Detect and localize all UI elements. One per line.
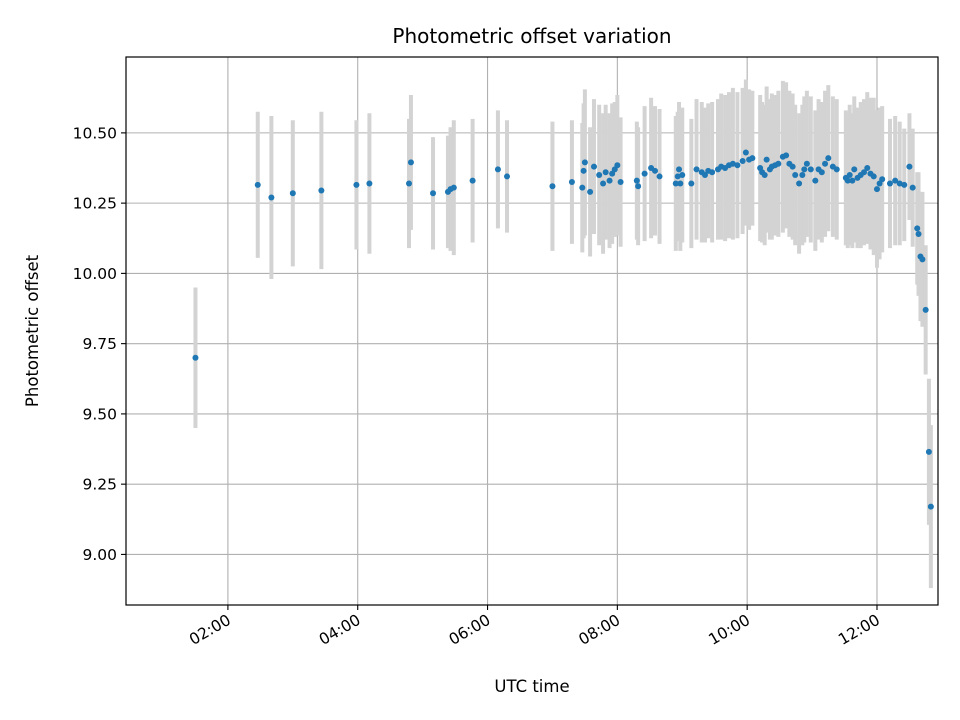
y-tick-label: 9.00	[82, 546, 117, 564]
data-point	[919, 256, 926, 263]
y-axis: 9.00 9.25 9.50 9.75 10.00 10.25 10.50	[73, 124, 126, 564]
data-point	[579, 184, 586, 191]
data-point	[617, 179, 624, 186]
data-point	[864, 165, 871, 172]
data-point	[844, 177, 851, 184]
data-point	[709, 169, 716, 176]
data-point	[801, 166, 808, 173]
data-point	[886, 180, 893, 187]
data-point	[641, 170, 648, 177]
data-point	[734, 162, 741, 169]
data-point	[807, 166, 814, 173]
data-point	[846, 172, 853, 179]
data-point	[927, 503, 934, 510]
data-point	[494, 166, 501, 173]
data-point	[796, 180, 803, 187]
data-point	[596, 172, 603, 179]
data-point	[775, 160, 782, 167]
data-point	[879, 176, 886, 183]
data-point	[405, 180, 412, 187]
data-point	[674, 173, 681, 180]
y-tick-label: 9.25	[82, 476, 117, 494]
data-point	[792, 172, 799, 179]
data-point	[677, 180, 684, 187]
data-point	[676, 166, 683, 173]
data-point	[849, 177, 856, 184]
y-tick-label: 10.25	[73, 195, 117, 213]
data-point	[587, 188, 594, 195]
data-point	[925, 448, 932, 455]
data-point	[672, 180, 679, 187]
data-point	[407, 159, 414, 166]
data-point	[656, 173, 663, 180]
data-point	[870, 173, 877, 180]
data-point	[701, 172, 708, 179]
data-point	[892, 177, 899, 184]
data-point	[652, 167, 659, 174]
data-point	[450, 184, 457, 191]
data-point	[818, 169, 825, 176]
data-point	[851, 166, 858, 173]
data-point	[289, 190, 296, 197]
data-point	[581, 159, 588, 166]
y-tick-label: 10.00	[73, 265, 117, 283]
data-point	[909, 184, 916, 191]
data-point	[861, 169, 868, 176]
data-point	[812, 177, 819, 184]
data-point	[600, 180, 607, 187]
data-point	[469, 177, 476, 184]
data-point	[761, 172, 768, 179]
data-point	[635, 183, 642, 190]
data-point	[590, 163, 597, 170]
data-point	[901, 181, 908, 188]
data-point	[679, 172, 686, 179]
data-point	[633, 177, 640, 184]
data-point	[789, 163, 796, 170]
y-tick-label: 10.50	[73, 124, 117, 142]
chart-title: Photometric offset variation	[392, 24, 671, 48]
data-point	[268, 194, 275, 201]
data-point	[366, 180, 373, 187]
y-tick-label: 9.75	[82, 335, 117, 353]
data-point	[783, 152, 790, 159]
data-point	[896, 180, 903, 187]
data-point	[580, 167, 587, 174]
data-point	[568, 179, 575, 186]
data-point	[430, 190, 437, 197]
data-point	[254, 181, 261, 188]
data-point	[549, 183, 556, 190]
data-point	[693, 166, 700, 173]
plot-frame	[125, 56, 939, 606]
y-axis-title: Photometric offset	[23, 254, 42, 407]
data-point	[614, 162, 621, 169]
data-point	[504, 173, 511, 180]
data-point	[606, 177, 613, 184]
data-point	[192, 354, 199, 361]
data-point	[742, 149, 749, 156]
data-point	[799, 172, 806, 179]
data-point	[749, 155, 756, 162]
data-point	[688, 180, 695, 187]
data-point	[825, 155, 832, 162]
data-point	[803, 160, 810, 167]
data-point	[914, 225, 921, 232]
data-point	[873, 186, 880, 193]
data-point	[822, 160, 829, 167]
data-points	[192, 149, 934, 510]
data-point	[763, 156, 770, 163]
x-axis-title: UTC time	[494, 677, 569, 696]
data-point	[922, 306, 929, 313]
y-tick-label: 9.50	[82, 405, 117, 423]
data-point	[906, 163, 913, 170]
data-point	[353, 181, 360, 188]
data-point	[915, 231, 922, 238]
data-point	[833, 166, 840, 173]
data-point	[602, 169, 609, 176]
data-point	[729, 160, 736, 167]
data-point	[739, 157, 746, 164]
data-point	[318, 187, 325, 194]
